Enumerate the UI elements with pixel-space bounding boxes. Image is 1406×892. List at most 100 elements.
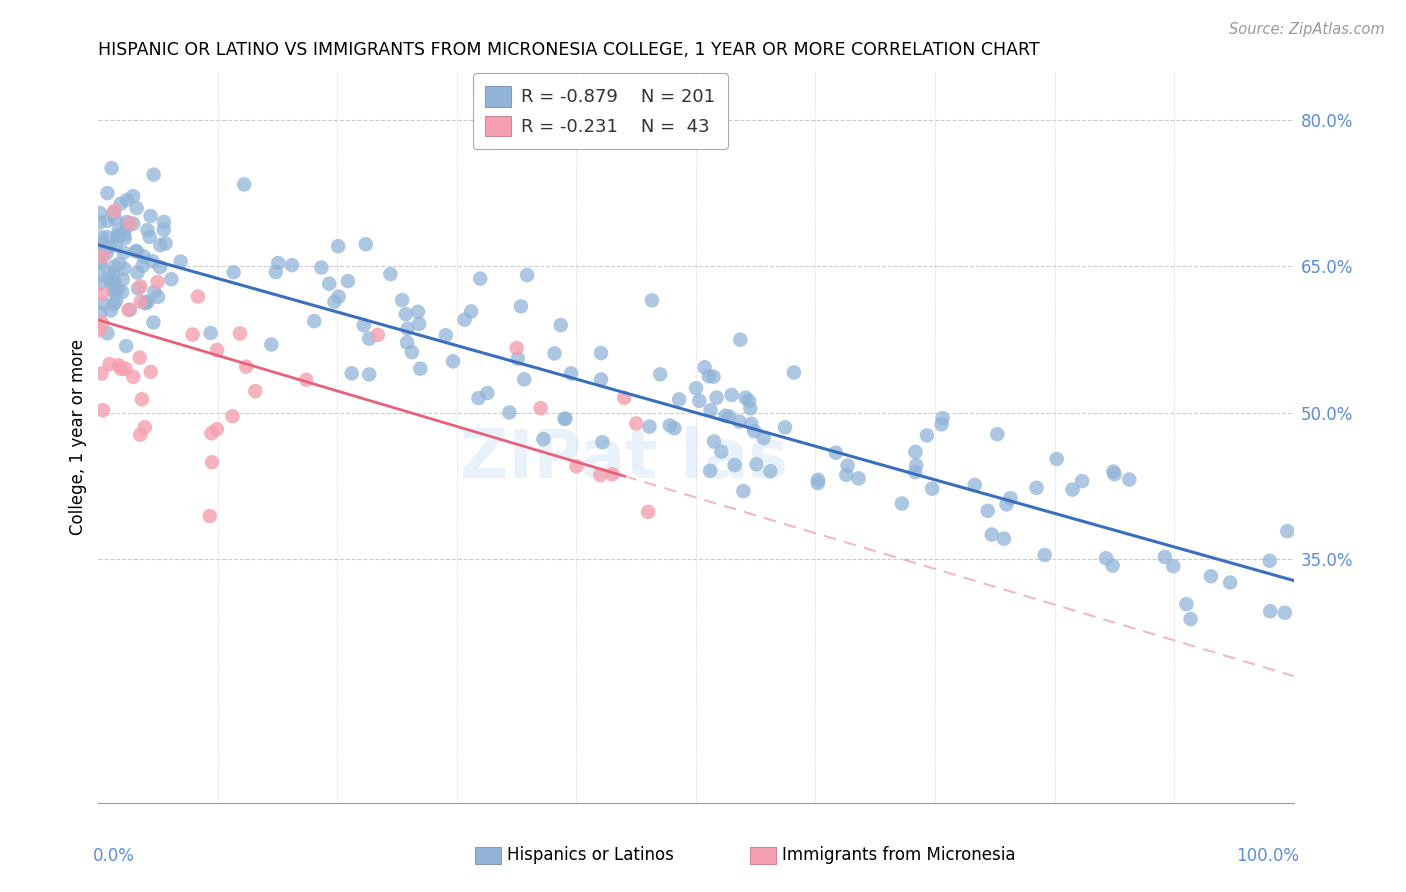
Point — [1062, 483, 1084, 497]
Point — [260, 337, 283, 351]
Point — [200, 326, 222, 340]
Point — [742, 424, 765, 438]
Point — [626, 417, 648, 431]
Point — [752, 431, 775, 445]
Point — [134, 420, 156, 434]
Point — [169, 254, 191, 268]
Point — [460, 304, 482, 318]
Point — [91, 242, 114, 256]
Point — [703, 434, 725, 449]
Point — [470, 271, 492, 285]
Point — [127, 266, 149, 280]
Point — [160, 272, 183, 286]
Point — [104, 285, 127, 299]
Point — [668, 392, 690, 407]
Point — [222, 265, 245, 279]
Point — [118, 302, 141, 317]
Point — [100, 303, 122, 318]
Point — [205, 343, 228, 357]
Point — [367, 327, 389, 342]
Point — [530, 401, 553, 415]
Point — [1161, 559, 1184, 574]
Point — [89, 269, 111, 284]
Point — [638, 419, 661, 434]
Point — [723, 458, 745, 472]
Point — [96, 186, 118, 201]
Point — [302, 314, 325, 328]
Point — [89, 206, 111, 220]
Point — [513, 372, 536, 386]
Point — [1274, 606, 1296, 620]
Text: 100.0%: 100.0% — [1236, 847, 1299, 864]
Point — [295, 373, 318, 387]
Point — [340, 367, 363, 381]
Point — [129, 427, 152, 442]
Point — [905, 458, 928, 473]
Point — [128, 351, 150, 365]
Point — [986, 427, 1008, 442]
Point — [467, 391, 489, 405]
Point — [1277, 524, 1299, 538]
Point — [718, 409, 741, 424]
Point — [131, 259, 153, 273]
Point — [637, 505, 659, 519]
Point — [89, 305, 111, 319]
FancyBboxPatch shape — [475, 847, 501, 863]
Point — [245, 384, 267, 398]
Point — [129, 279, 152, 293]
Point — [699, 464, 721, 478]
Point — [408, 317, 430, 331]
Point — [89, 236, 111, 251]
Point — [112, 227, 135, 242]
Point — [1258, 604, 1281, 618]
Point — [699, 403, 721, 417]
Point — [328, 239, 350, 253]
Point — [115, 215, 138, 229]
Point — [200, 426, 222, 441]
Point — [401, 345, 423, 359]
Point — [107, 228, 129, 243]
Point — [155, 236, 177, 251]
Point — [1219, 575, 1241, 590]
Point — [931, 411, 953, 425]
Point — [132, 249, 155, 263]
Point — [100, 273, 122, 287]
Point — [96, 230, 118, 244]
Point — [96, 326, 118, 341]
Point — [201, 455, 224, 469]
Point — [1258, 554, 1281, 568]
Point — [409, 361, 432, 376]
Point — [198, 509, 221, 524]
Text: Hispanics or Latinos: Hispanics or Latinos — [508, 847, 673, 864]
Point — [111, 272, 134, 286]
Point — [205, 422, 228, 436]
Point — [98, 239, 121, 253]
Point — [104, 276, 127, 290]
Point — [837, 458, 859, 473]
Point — [107, 282, 129, 296]
Point — [142, 316, 165, 330]
Point — [1118, 473, 1140, 487]
Point — [103, 260, 125, 274]
Point — [318, 277, 340, 291]
Point — [602, 467, 624, 482]
Point — [728, 415, 751, 429]
Point — [740, 417, 762, 431]
Text: ZIPat las: ZIPat las — [460, 426, 789, 492]
Point — [835, 467, 858, 482]
Point — [380, 267, 402, 281]
Point — [112, 245, 135, 260]
Point — [783, 366, 806, 380]
Point — [328, 290, 350, 304]
Point — [89, 323, 111, 337]
Point — [395, 307, 418, 321]
Point — [1071, 474, 1094, 488]
Point — [134, 296, 156, 310]
Point — [1033, 548, 1056, 562]
Point — [181, 327, 204, 342]
Point — [531, 432, 554, 446]
Point — [565, 459, 588, 474]
Point — [980, 527, 1002, 541]
Point — [848, 471, 870, 485]
Point — [134, 294, 156, 309]
